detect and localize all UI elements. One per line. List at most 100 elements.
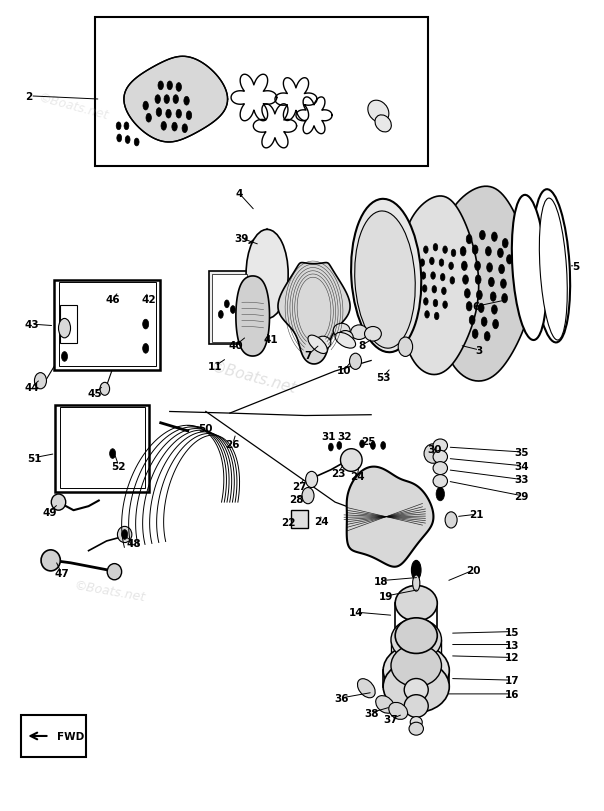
Ellipse shape xyxy=(478,304,484,313)
Text: FWD: FWD xyxy=(57,731,84,741)
Ellipse shape xyxy=(370,331,375,338)
Polygon shape xyxy=(278,264,350,364)
Ellipse shape xyxy=(166,110,172,119)
Ellipse shape xyxy=(117,135,121,143)
Ellipse shape xyxy=(383,645,449,697)
Ellipse shape xyxy=(172,123,177,132)
Ellipse shape xyxy=(424,444,442,464)
Ellipse shape xyxy=(443,247,448,254)
Text: 29: 29 xyxy=(514,491,528,501)
Ellipse shape xyxy=(184,97,189,106)
Bar xyxy=(56,406,149,493)
Text: 27: 27 xyxy=(292,482,306,491)
Ellipse shape xyxy=(349,456,355,466)
Ellipse shape xyxy=(351,200,421,353)
Bar xyxy=(54,281,159,371)
Ellipse shape xyxy=(335,333,356,349)
Text: 44: 44 xyxy=(24,383,39,393)
Text: 40: 40 xyxy=(228,341,243,350)
Ellipse shape xyxy=(432,286,437,294)
Ellipse shape xyxy=(460,247,466,256)
Ellipse shape xyxy=(375,116,391,133)
Ellipse shape xyxy=(469,316,475,325)
Text: 45: 45 xyxy=(87,388,102,398)
Ellipse shape xyxy=(38,377,43,385)
Ellipse shape xyxy=(167,82,172,91)
Ellipse shape xyxy=(143,320,149,329)
Text: 20: 20 xyxy=(466,565,481,575)
Ellipse shape xyxy=(124,122,129,131)
Text: 37: 37 xyxy=(384,714,398,724)
Ellipse shape xyxy=(173,96,178,105)
Ellipse shape xyxy=(451,250,456,257)
Ellipse shape xyxy=(117,526,132,543)
Ellipse shape xyxy=(116,122,121,131)
Ellipse shape xyxy=(499,265,504,274)
Ellipse shape xyxy=(404,695,428,718)
Ellipse shape xyxy=(436,487,445,501)
Text: 7: 7 xyxy=(304,350,312,360)
Ellipse shape xyxy=(413,724,419,734)
Ellipse shape xyxy=(398,337,413,357)
Ellipse shape xyxy=(404,679,428,702)
Text: 51: 51 xyxy=(27,453,42,463)
Ellipse shape xyxy=(370,442,375,450)
Ellipse shape xyxy=(368,101,389,123)
Ellipse shape xyxy=(100,383,109,396)
Ellipse shape xyxy=(433,451,448,464)
Ellipse shape xyxy=(231,307,236,314)
Ellipse shape xyxy=(472,246,478,255)
Text: 52: 52 xyxy=(111,461,126,471)
Ellipse shape xyxy=(445,513,457,528)
Ellipse shape xyxy=(182,125,187,134)
Text: 21: 21 xyxy=(469,509,484,520)
Ellipse shape xyxy=(472,330,478,339)
Ellipse shape xyxy=(59,319,71,338)
Ellipse shape xyxy=(121,530,127,539)
Ellipse shape xyxy=(440,274,445,281)
Ellipse shape xyxy=(156,109,162,118)
Ellipse shape xyxy=(498,249,503,258)
Ellipse shape xyxy=(512,195,547,341)
Text: 25: 25 xyxy=(361,436,375,446)
Ellipse shape xyxy=(329,444,333,452)
Ellipse shape xyxy=(489,278,494,287)
Ellipse shape xyxy=(337,442,342,450)
Ellipse shape xyxy=(433,244,438,251)
Ellipse shape xyxy=(125,136,130,144)
Text: 36: 36 xyxy=(334,693,349,703)
Ellipse shape xyxy=(186,112,191,121)
Ellipse shape xyxy=(493,320,498,329)
Ellipse shape xyxy=(420,260,425,267)
Ellipse shape xyxy=(533,190,570,343)
Text: 18: 18 xyxy=(374,576,388,586)
Text: 8: 8 xyxy=(359,341,366,350)
Ellipse shape xyxy=(434,313,439,320)
Text: 22: 22 xyxy=(281,517,296,528)
Ellipse shape xyxy=(450,277,455,285)
Ellipse shape xyxy=(423,298,428,306)
Ellipse shape xyxy=(333,324,350,338)
Ellipse shape xyxy=(306,472,318,488)
Text: 15: 15 xyxy=(505,627,519,637)
Ellipse shape xyxy=(425,311,429,319)
Text: 12: 12 xyxy=(505,653,519,663)
Text: 38: 38 xyxy=(364,708,379,718)
Bar xyxy=(95,18,428,167)
Ellipse shape xyxy=(442,288,446,295)
Ellipse shape xyxy=(409,723,423,736)
Text: 26: 26 xyxy=(226,440,240,449)
Ellipse shape xyxy=(492,306,497,315)
Ellipse shape xyxy=(484,333,490,341)
Ellipse shape xyxy=(353,358,358,366)
Ellipse shape xyxy=(492,233,497,242)
Text: 32: 32 xyxy=(337,431,352,441)
Ellipse shape xyxy=(461,262,467,271)
Ellipse shape xyxy=(34,373,47,389)
Text: 31: 31 xyxy=(322,431,336,441)
Ellipse shape xyxy=(176,110,181,119)
Ellipse shape xyxy=(383,661,449,713)
Text: 35: 35 xyxy=(514,448,528,457)
Ellipse shape xyxy=(475,262,480,271)
Text: 3: 3 xyxy=(476,345,483,355)
